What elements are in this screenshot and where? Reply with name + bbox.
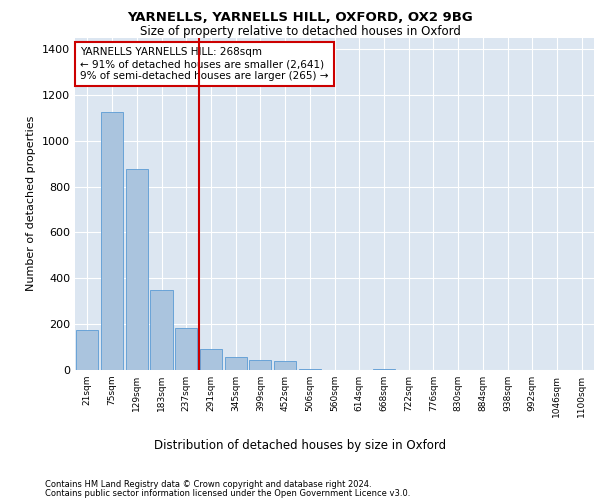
Bar bbox=[299, 369, 321, 370]
Text: Contains public sector information licensed under the Open Government Licence v3: Contains public sector information licen… bbox=[45, 488, 410, 498]
Bar bbox=[101, 112, 123, 370]
Bar bbox=[125, 170, 148, 370]
Bar bbox=[249, 360, 271, 370]
Bar bbox=[151, 290, 173, 370]
Bar bbox=[224, 358, 247, 370]
Text: YARNELLS YARNELLS HILL: 268sqm
← 91% of detached houses are smaller (2,641)
9% o: YARNELLS YARNELLS HILL: 268sqm ← 91% of … bbox=[80, 48, 329, 80]
Y-axis label: Number of detached properties: Number of detached properties bbox=[26, 116, 37, 292]
Bar bbox=[175, 328, 197, 370]
Text: Distribution of detached houses by size in Oxford: Distribution of detached houses by size … bbox=[154, 440, 446, 452]
Bar bbox=[373, 369, 395, 370]
Bar bbox=[200, 350, 222, 370]
Bar bbox=[76, 330, 98, 370]
Text: YARNELLS, YARNELLS HILL, OXFORD, OX2 9BG: YARNELLS, YARNELLS HILL, OXFORD, OX2 9BG bbox=[127, 11, 473, 24]
Text: Contains HM Land Registry data © Crown copyright and database right 2024.: Contains HM Land Registry data © Crown c… bbox=[45, 480, 371, 489]
Bar bbox=[274, 361, 296, 370]
Text: Size of property relative to detached houses in Oxford: Size of property relative to detached ho… bbox=[140, 25, 460, 38]
